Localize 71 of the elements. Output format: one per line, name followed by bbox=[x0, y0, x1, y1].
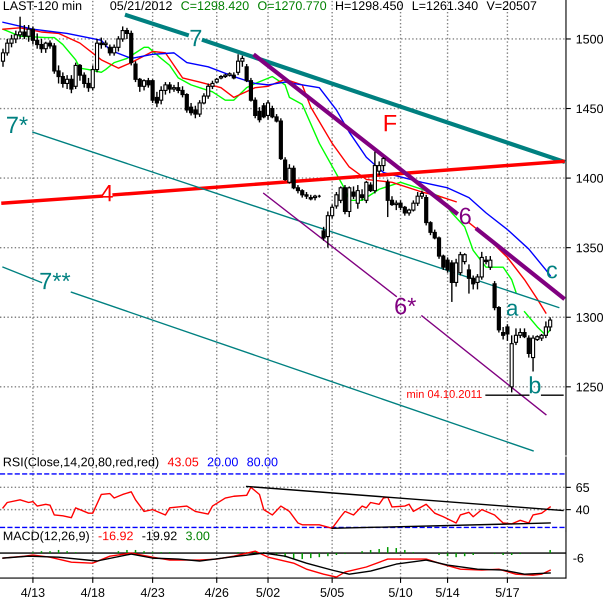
x-tick-label: 5/14 bbox=[436, 588, 460, 597]
candlestick bbox=[364, 180, 368, 204]
x-tick-label: 4/26 bbox=[204, 588, 228, 597]
candlestick bbox=[381, 156, 386, 172]
annotation: H=1298.450 bbox=[336, 1, 403, 10]
x-tick-label: 5/17 bbox=[496, 588, 519, 597]
y-tick-label: 1300 bbox=[576, 313, 604, 322]
candlestick bbox=[266, 99, 270, 120]
line-series bbox=[524, 310, 551, 336]
candlestick bbox=[30, 26, 36, 46]
candlestick bbox=[466, 264, 472, 294]
candlestick bbox=[159, 86, 164, 106]
candlestick bbox=[262, 102, 266, 119]
x-tick-label: 5/10 bbox=[388, 588, 412, 597]
annotation: min 04.10.2011 bbox=[407, 390, 482, 398]
y-tick-label: 1500 bbox=[576, 34, 604, 44]
y-tick-label: 1450 bbox=[576, 104, 604, 114]
candlestick bbox=[168, 81, 172, 94]
annotation: RSI(Close,14,20,80,red,red) bbox=[4, 457, 158, 469]
candlestick bbox=[18, 16, 22, 40]
annotation: 6 bbox=[460, 208, 471, 224]
chart-title: LAST-120 min bbox=[4, 0, 82, 10]
annotation: c bbox=[546, 265, 558, 278]
y-tick-label: 65 bbox=[576, 483, 590, 492]
candlestick bbox=[342, 184, 348, 215]
annotation: 7** bbox=[40, 272, 70, 290]
x-tick-label: 5/05 bbox=[320, 588, 344, 597]
text: -16.92 bbox=[98, 531, 133, 540]
text: -19.92 bbox=[142, 531, 177, 540]
annotation: 7* bbox=[7, 116, 28, 134]
candlestick bbox=[386, 178, 390, 218]
annotation: 05/21/2012 bbox=[110, 0, 172, 10]
annotation: V=20507 bbox=[486, 1, 536, 10]
annotation: O=1270.770 bbox=[258, 1, 326, 10]
candlestick bbox=[193, 105, 198, 119]
annotation: b bbox=[530, 376, 540, 394]
annotation: 7 bbox=[190, 30, 202, 46]
candlestick bbox=[292, 164, 296, 190]
y-tick-label: 1350 bbox=[576, 243, 604, 252]
text: 3.00 bbox=[186, 531, 210, 540]
annotation: L=1261.340 bbox=[412, 1, 478, 10]
y-tick-label: 40 bbox=[576, 505, 590, 514]
candlestick bbox=[26, 24, 31, 42]
annotation: C=1298.420 bbox=[181, 1, 249, 10]
x-tick-label: 4/23 bbox=[140, 588, 164, 597]
x-tick-label: 4/18 bbox=[80, 588, 104, 597]
text: MACD(12,26,9) bbox=[4, 531, 89, 543]
x-tick-label: 4/13 bbox=[21, 588, 45, 597]
annotation: a bbox=[506, 304, 518, 316]
x-tick-label: 5/02 bbox=[256, 588, 280, 597]
line-series bbox=[2, 486, 551, 530]
y-tick-label: 1400 bbox=[576, 174, 604, 183]
annotation: 43.05 bbox=[168, 458, 198, 466]
y-tick-label: 1250 bbox=[576, 382, 604, 392]
annotation: 80.00 bbox=[247, 458, 278, 466]
candlestick bbox=[74, 62, 78, 90]
annotation: F bbox=[384, 114, 396, 132]
candlestick bbox=[108, 44, 112, 56]
candlestick bbox=[44, 41, 48, 54]
candlestick bbox=[488, 255, 492, 271]
annotation: 20.00 bbox=[208, 458, 238, 466]
candlestick bbox=[505, 324, 510, 342]
annotation: 6* bbox=[395, 298, 416, 314]
text: -6 bbox=[573, 554, 584, 563]
candlestick bbox=[450, 260, 454, 303]
candlestick bbox=[530, 334, 536, 372]
candlestick bbox=[356, 184, 360, 210]
candlestick bbox=[142, 78, 146, 92]
candlestick bbox=[176, 81, 180, 94]
candlestick bbox=[394, 200, 398, 211]
candlestick bbox=[347, 186, 352, 218]
